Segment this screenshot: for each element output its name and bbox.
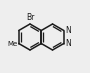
Text: Br: Br: [26, 12, 34, 22]
Text: N: N: [65, 26, 71, 35]
Text: Me: Me: [7, 41, 17, 47]
Text: N: N: [65, 39, 71, 48]
